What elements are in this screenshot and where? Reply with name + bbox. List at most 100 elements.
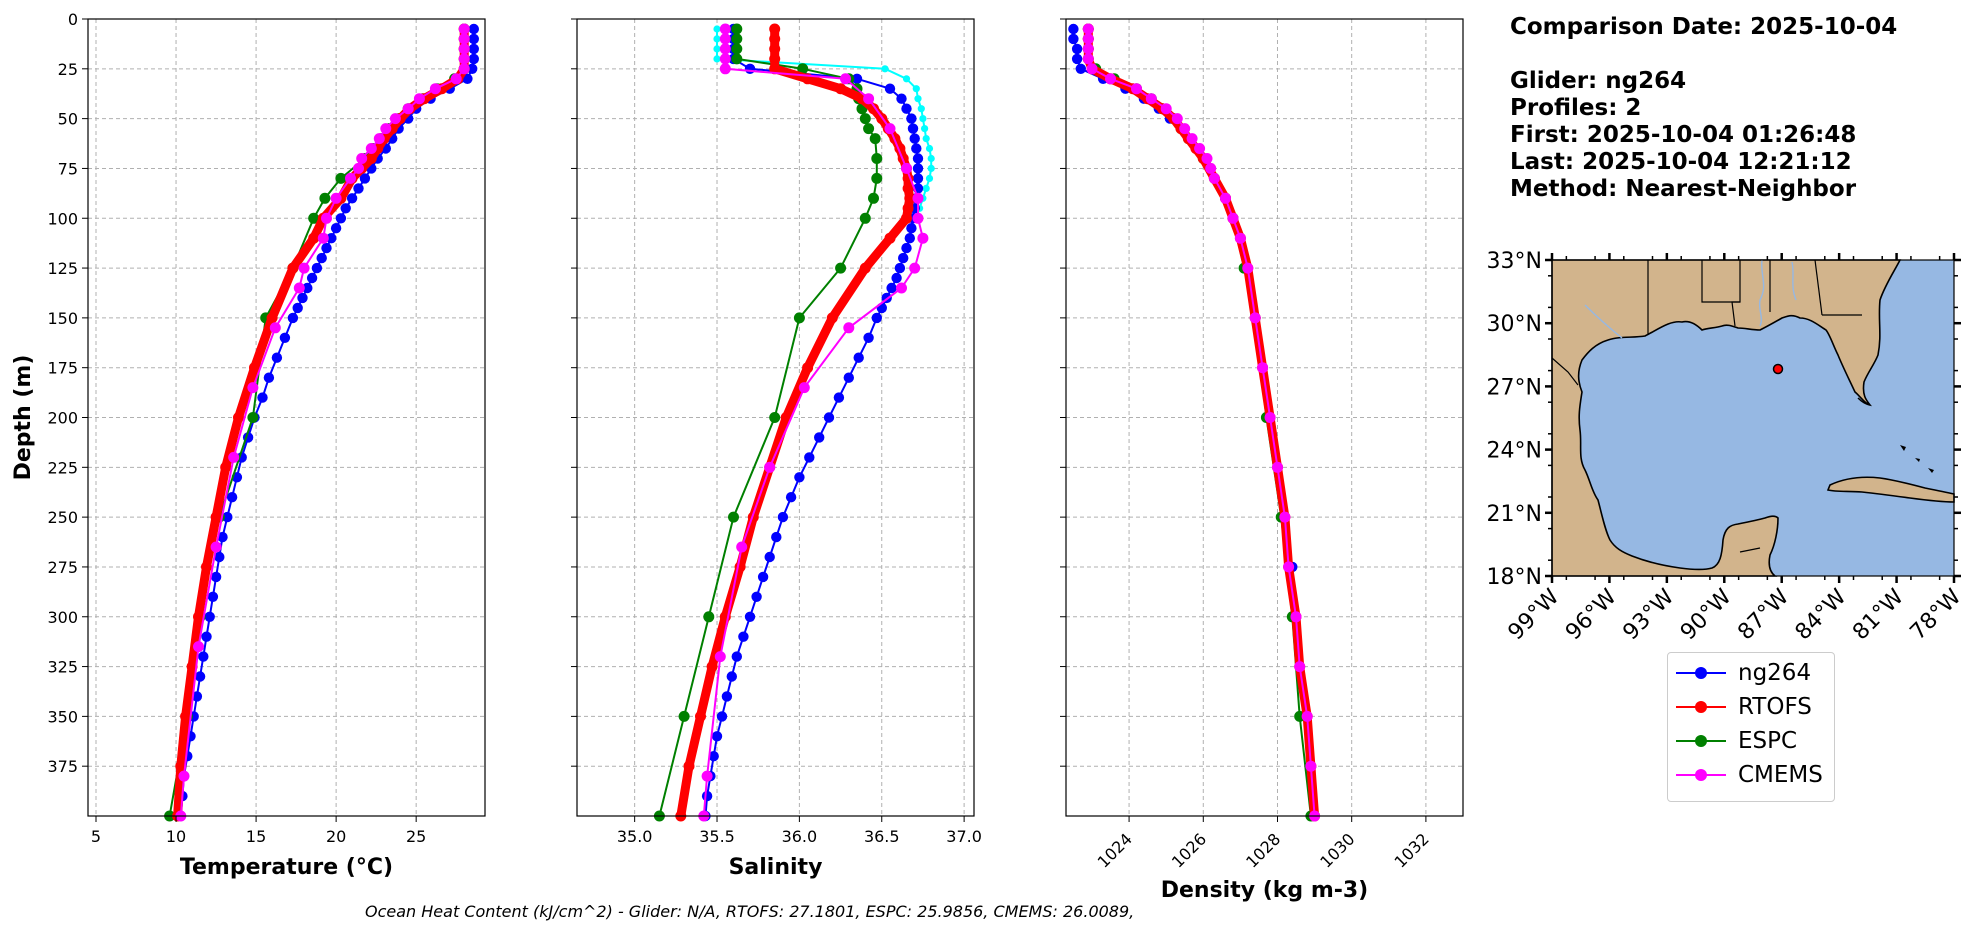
temperature-espc-point-14 [335,172,347,184]
salinity-rtofs-point-19 [901,212,912,224]
salinity-ng264-point-28 [876,302,887,314]
salinity-cmems-point-16 [764,461,776,473]
salinity-ng264-point-34 [823,412,835,423]
temperature-ytick-label-3: 75 [58,159,78,178]
density-cmems-point-21 [1257,362,1269,374]
salinity-ng264-point-4 [744,63,756,74]
density-cmems-point-13 [1201,153,1213,164]
info-block: Comparison Date: 2025-10-04 Glider: ng26… [1510,14,1897,203]
temperature-series-cmems [179,29,466,817]
density-xtick-label-1: 1026 [1168,829,1210,871]
salinity-ng264-point-20 [906,223,917,234]
salinity-rtofs-point-18 [902,202,914,214]
salinity-espc-point-21 [678,710,690,722]
legend-item-cmems: CMEMS [1676,758,1823,792]
density-cmems-point-3 [1082,53,1094,65]
salinity-ng264-point-39 [777,511,789,523]
temperature-ng264-point-32 [263,372,275,383]
salinity-ng264-point-30 [863,332,874,343]
salinity-extra-profile-point-10 [921,125,929,133]
temperature-ng264-point-43 [207,591,219,602]
map-xtick-label-1: 96°W [1561,584,1622,645]
temperature-ng264-point-30 [279,332,291,343]
salinity-cmems-point-19 [701,770,713,782]
salinity-ng264-point-9 [906,113,917,124]
legend-item-ng264: ng264 [1676,656,1811,690]
temperature-cmems-point-12 [365,143,377,154]
density-cmems-point-15 [1208,172,1220,184]
density-x-axis-label: Density (kg m-3) [1161,878,1369,903]
salinity-rtofs-point-29 [706,661,718,673]
salinity-cmems-point-15 [798,382,810,394]
salinity-espc-point-15 [859,212,871,224]
temperature-espc-point-19 [247,412,259,423]
salinity-panel: 35.0 35.5 36.0 36.5 37.0 Salinity [571,18,982,880]
salinity-ng264-point-6 [884,83,896,94]
density-cmems-point-17 [1227,212,1239,224]
legend-swatch-espc [1676,731,1726,751]
temperature-ng264-point-33 [257,392,268,403]
legend-item-espc: ESPC [1676,724,1797,758]
density-cmems-point-9 [1171,113,1183,125]
salinity-ng264-point-26 [886,282,897,294]
temperature-cmems-point-23 [228,451,240,463]
salinity-rtofs-point-1 [769,33,781,45]
temperature-ng264-point-41 [214,551,225,563]
temperature-cmems-point-9 [389,113,401,125]
temperature-ng264-point-16 [353,183,364,194]
temperature-rtofs-point-24 [210,511,222,523]
temperature-xtick-label-3: 20 [326,827,346,846]
map-ytick-label-3: 24°N [1487,439,1542,464]
salinity-cmems-point-4 [719,63,731,75]
salinity-rtofs-point-2 [769,43,781,55]
salinity-extra-profile-point-12 [925,144,934,153]
temperature-espc-point-15 [319,192,331,204]
temperature-ytick-label-8: 200 [47,409,78,428]
map-land-bahamas [1900,445,1934,473]
density-cmems-point-8 [1160,103,1172,115]
salinity-rtofs-point-17 [904,192,916,204]
salinity-ng264-point-12 [911,143,922,154]
salinity-ng264-point-11 [909,133,920,144]
salinity-ng264-point-41 [764,551,775,563]
method: Method: Nearest-Neighbor [1510,176,1857,202]
glider-position-marker [1772,363,1784,375]
salinity-rtofs-point-8 [868,103,879,115]
temperature-ng264-point-31 [271,352,283,363]
density-cmems-point-14 [1205,162,1217,174]
salinity-espc-point-3 [731,53,743,65]
temperature-ytick-label-15: 375 [47,757,78,776]
map-land-florida-keys [1857,397,1871,406]
temperature-cmems-point-1 [458,33,470,45]
salinity-espc-point-20 [703,611,715,623]
density-cmems-point-0 [1082,23,1094,35]
temperature-rtofs-point-23 [220,461,232,473]
salinity-xtick-label-4: 37.0 [946,827,982,846]
salinity-espc-point-12 [871,153,883,164]
salinity-rtofs-point-16 [902,182,914,194]
salinity-ng264-point-33 [833,392,845,403]
salinity-cmems-point-1 [719,33,731,45]
salinity-espc-point-18 [769,412,781,423]
map-xtick-label-0: 99°W [1504,584,1565,645]
map-xtick-label-6: 81°W [1848,584,1909,645]
ocean-heat-content-footer: Ocean Heat Content (kJ/cm^2) - Glider: N… [365,902,1135,921]
temperature-ytick-label-10: 250 [47,508,78,527]
temperature-ng264-point-44 [204,611,215,622]
temperature-ytick-label-0: 0 [68,10,78,29]
density-cmems-point-7 [1145,93,1157,105]
salinity-extra-profile-point-2 [713,45,721,53]
comparison-date: Comparison Date: 2025-10-04 [1510,14,1898,40]
salinity-ng264-point-43 [751,591,762,602]
salinity-espc-point-2 [731,43,743,55]
salinity-cmems-point-8 [901,162,912,174]
salinity-rtofs-point-3 [769,53,781,65]
salinity-extra-profile-point-7 [914,95,922,103]
salinity-ng264-point-23 [898,252,909,264]
salinity-extra-profile-point-16 [922,184,930,192]
salinity-xtick-label-3: 36.5 [864,827,900,846]
glider-id: Glider: ng264 [1510,68,1687,94]
salinity-cmems-point-11 [917,232,929,244]
salinity-cmems-point-5 [840,73,851,85]
temperature-cmems-point-7 [413,93,425,105]
